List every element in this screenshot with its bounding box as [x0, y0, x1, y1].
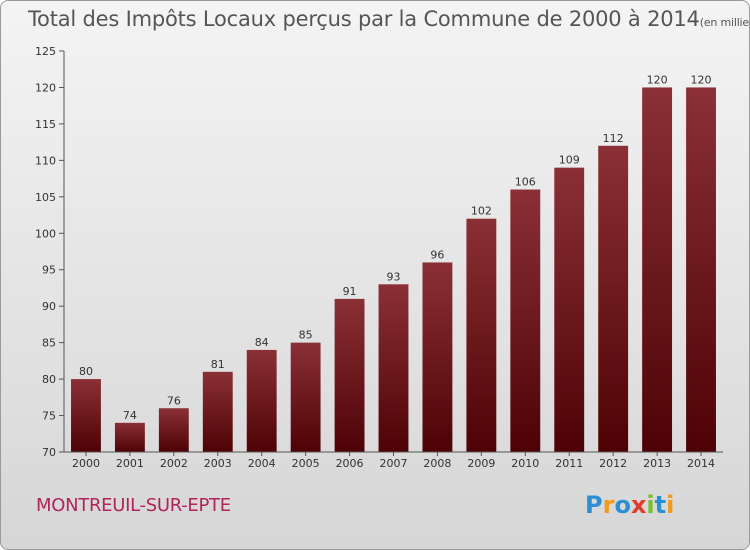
x-tick-label: 2011 — [555, 457, 583, 470]
data-label-2001: 74 — [123, 409, 137, 422]
bar-2000[interactable] — [71, 379, 101, 452]
data-label-2004: 84 — [255, 336, 269, 349]
bar-2004[interactable] — [246, 349, 277, 452]
logo-letter: r — [602, 491, 615, 519]
logo-letter: i — [646, 491, 655, 519]
data-label-2010: 106 — [515, 176, 536, 189]
x-tick-label: 2001 — [116, 457, 144, 470]
y-tick-label: 110 — [35, 154, 56, 167]
bar-2011[interactable] — [554, 167, 585, 452]
data-label-2007: 93 — [387, 270, 401, 283]
chart-title: Total des Impôts Locaux perçus par la Co… — [28, 7, 749, 31]
logo-letter: x — [630, 491, 647, 519]
x-tick-label: 2004 — [248, 457, 276, 470]
bar-2010[interactable] — [510, 189, 541, 452]
logo-letter: o — [614, 491, 631, 519]
x-tick-label: 2005 — [292, 457, 320, 470]
chart-unit: (en milliers d'€) — [699, 16, 749, 29]
bar-2014[interactable] — [686, 87, 716, 453]
y-tick-label: 70 — [42, 446, 56, 459]
bar-2012[interactable] — [598, 145, 629, 453]
commune-name: MONTREUIL-SUR-EPTE — [36, 495, 231, 516]
x-tick-label: 2013 — [643, 457, 671, 470]
data-label-2014: 120 — [691, 73, 712, 86]
y-tick-label: 105 — [35, 191, 56, 204]
x-tick-label: 2012 — [599, 457, 627, 470]
proxiti-logo[interactable]: Proxiti — [585, 491, 674, 519]
logo-letter: P — [585, 491, 603, 519]
y-tick-label: 100 — [35, 227, 56, 240]
bar-2003[interactable] — [202, 371, 233, 452]
logo-letter: i — [666, 491, 675, 519]
bar-2007[interactable] — [378, 284, 409, 452]
data-label-2005: 85 — [299, 329, 313, 342]
data-label-2008: 96 — [430, 248, 444, 261]
data-label-2013: 120 — [647, 73, 668, 86]
bar-2009[interactable] — [466, 218, 497, 452]
data-label-2009: 102 — [471, 205, 492, 218]
data-label-2003: 81 — [211, 358, 225, 371]
bars-group — [71, 87, 716, 453]
x-tick-label: 2002 — [160, 457, 188, 470]
y-tick-label: 120 — [35, 81, 56, 94]
x-tick-label: 2009 — [467, 457, 495, 470]
bar-2002[interactable] — [158, 408, 189, 452]
bar-2005[interactable] — [290, 342, 321, 452]
bar-2006[interactable] — [334, 298, 365, 452]
data-label-2000: 80 — [79, 365, 93, 378]
x-tick-label: 2003 — [204, 457, 232, 470]
y-tick-label: 85 — [42, 337, 56, 350]
y-tick-label: 95 — [42, 264, 56, 277]
axes-group: 70 75 80 85 90 95 100 105 110 115 120 125 — [35, 45, 723, 459]
bar-2001[interactable] — [114, 422, 145, 452]
y-tick-label: 80 — [42, 373, 56, 386]
y-tick-label: 115 — [35, 118, 56, 131]
labels-group: 2000 80 2001 74 2002 76 2003 81 2004 84 2005 85 2006… — [72, 73, 715, 470]
x-tick-label: 2010 — [511, 457, 539, 470]
data-label-2011: 109 — [559, 154, 580, 167]
data-label-2002: 76 — [167, 394, 181, 407]
data-label-2006: 91 — [343, 285, 357, 298]
x-tick-label: 2007 — [380, 457, 408, 470]
y-tick-label: 75 — [42, 410, 56, 423]
logo-letter: t — [654, 491, 667, 519]
bar-2008[interactable] — [422, 262, 453, 452]
y-tick-label: 125 — [35, 45, 56, 58]
x-tick-label: 2008 — [423, 457, 451, 470]
x-tick-label: 2000 — [72, 457, 100, 470]
x-tick-label: 2006 — [336, 457, 364, 470]
x-tick-label: 2014 — [687, 457, 715, 470]
y-tick-label: 90 — [42, 300, 56, 313]
bar-2013[interactable] — [642, 87, 673, 453]
data-label-2012: 112 — [603, 132, 624, 145]
chart-title-text: Total des Impôts Locaux perçus par la Co… — [28, 7, 700, 31]
